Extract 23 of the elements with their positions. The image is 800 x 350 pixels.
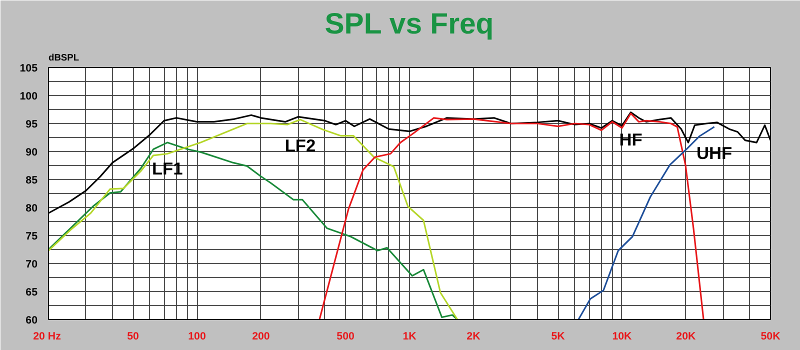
y-tick-label: 80	[26, 202, 38, 214]
y-tick-label: 85	[26, 174, 38, 186]
x-tick-label: 200	[252, 330, 270, 342]
x-tick-label: 1K	[402, 330, 417, 342]
y-tick-label: 95	[26, 118, 38, 130]
x-tick-label: 5K	[551, 330, 566, 342]
y-tick-label: 60	[26, 314, 38, 326]
y-tick-label: 100	[20, 90, 38, 102]
x-tick-label: 2K	[466, 330, 481, 342]
x-tick-label: 20 Hz	[33, 330, 61, 342]
x-tick-label: 500	[336, 330, 354, 342]
y-tick-label: 75	[26, 230, 38, 242]
y-tick-label: 105	[20, 62, 38, 74]
y-axis-title: dBSPL	[48, 52, 80, 62]
x-tick-label: 100	[188, 330, 206, 342]
x-tick-label: 20K	[676, 330, 696, 342]
y-tick-label: 90	[26, 146, 38, 158]
x-tick-label: 50K	[760, 330, 781, 342]
chart-title: SPL vs Freq	[324, 8, 494, 40]
y-tick-label: 65	[26, 286, 38, 298]
x-tick-label: 10K	[612, 330, 632, 342]
x-tick-label: 50	[127, 330, 140, 342]
y-tick-label: 70	[26, 258, 38, 270]
